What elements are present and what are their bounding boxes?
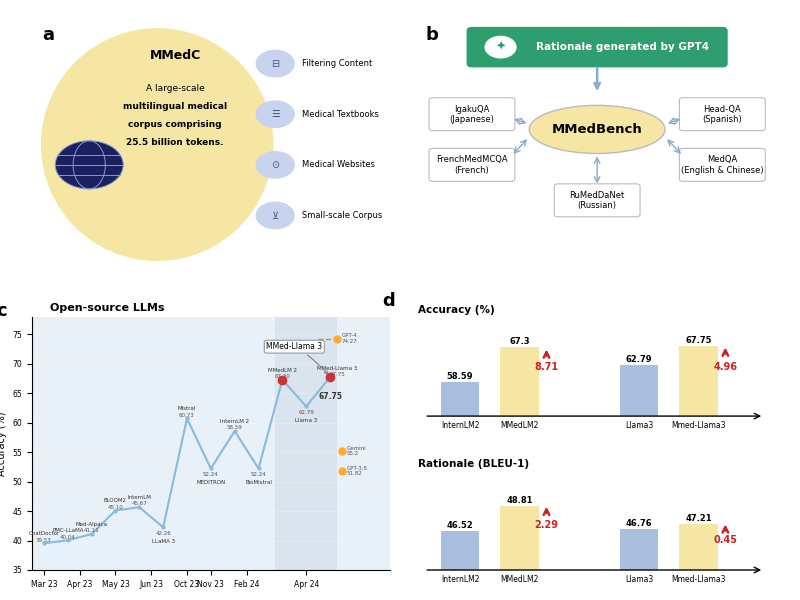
Text: Medical Textbooks: Medical Textbooks — [302, 110, 379, 119]
Text: 52.24: 52.24 — [203, 472, 218, 477]
Text: multilingual medical: multilingual medical — [123, 102, 227, 111]
FancyBboxPatch shape — [679, 148, 766, 181]
Text: Mistral: Mistral — [178, 406, 196, 412]
Text: IgakuQA
(Japanese): IgakuQA (Japanese) — [450, 104, 494, 124]
Text: ✦: ✦ — [495, 41, 506, 53]
Bar — [679, 346, 718, 600]
Text: ChatDoctor: ChatDoctor — [28, 531, 59, 536]
Text: PMC-LLaMA: PMC-LLaMA — [52, 528, 83, 533]
Bar — [619, 365, 658, 600]
Text: Small-scale Corpus: Small-scale Corpus — [302, 211, 382, 220]
FancyBboxPatch shape — [429, 98, 515, 131]
Text: GPT-4
74.27: GPT-4 74.27 — [342, 334, 358, 344]
Text: 67.75: 67.75 — [318, 392, 342, 401]
Ellipse shape — [529, 106, 665, 154]
Text: ⊙: ⊙ — [271, 160, 279, 170]
Text: 47.21: 47.21 — [685, 514, 712, 523]
Text: Llama 3: Llama 3 — [295, 418, 318, 423]
Text: RuMedDaNet
(Russian): RuMedDaNet (Russian) — [570, 191, 625, 210]
Text: InternLM 2: InternLM 2 — [220, 419, 250, 424]
Text: Accuracy (%): Accuracy (%) — [418, 305, 495, 314]
Text: Head-QA
(Spanish): Head-QA (Spanish) — [702, 104, 742, 124]
Text: Med-Alpaca: Med-Alpaca — [75, 522, 108, 527]
Text: a: a — [42, 26, 54, 44]
Text: 58.59: 58.59 — [227, 425, 242, 430]
FancyBboxPatch shape — [466, 27, 728, 67]
Bar — [441, 382, 479, 600]
Circle shape — [255, 50, 295, 77]
Text: ⊻: ⊻ — [272, 211, 278, 221]
Text: BLOOM2: BLOOM2 — [104, 499, 127, 503]
Text: 45.10: 45.10 — [107, 505, 123, 510]
Text: 67.3: 67.3 — [510, 337, 530, 346]
Text: 40.04: 40.04 — [60, 535, 76, 539]
Text: 67.75: 67.75 — [686, 335, 712, 344]
Bar — [500, 347, 539, 600]
Circle shape — [485, 36, 517, 59]
Text: FrenchMedMCQA
(French): FrenchMedMCQA (French) — [436, 155, 508, 175]
Text: 2.29: 2.29 — [534, 520, 558, 530]
Bar — [275, 317, 338, 570]
Text: 4.96: 4.96 — [714, 362, 738, 373]
Text: MedQA
(English & Chinese): MedQA (English & Chinese) — [681, 155, 764, 175]
Text: d: d — [382, 292, 395, 310]
Text: MMed-Llama 3: MMed-Llama 3 — [266, 342, 327, 374]
Y-axis label: Accuracy (%): Accuracy (%) — [0, 411, 7, 476]
FancyBboxPatch shape — [679, 98, 766, 131]
Circle shape — [255, 202, 295, 229]
Text: Rationale generated by GPT4: Rationale generated by GPT4 — [536, 42, 709, 52]
Text: 67.30: 67.30 — [274, 374, 290, 379]
Text: MMed-Llama 3: MMed-Llama 3 — [317, 366, 358, 371]
Text: b: b — [426, 26, 438, 44]
Text: 41.11: 41.11 — [84, 529, 99, 533]
Text: Filtering Content: Filtering Content — [302, 59, 372, 68]
Text: 8.71: 8.71 — [534, 362, 558, 373]
Text: corpus comprising: corpus comprising — [128, 120, 222, 129]
Text: 46.52: 46.52 — [446, 521, 474, 530]
Text: GPT-3.5
51.82: GPT-3.5 51.82 — [346, 466, 368, 476]
Text: Rationale (BLEU-1): Rationale (BLEU-1) — [418, 458, 530, 469]
Text: ☰: ☰ — [271, 109, 280, 119]
Text: Medical Websites: Medical Websites — [302, 160, 375, 169]
Text: Open-source LLMs: Open-source LLMs — [50, 303, 164, 313]
Text: 52.24: 52.24 — [250, 472, 266, 477]
Circle shape — [255, 151, 295, 179]
Text: MMedBench: MMedBench — [552, 123, 642, 136]
FancyBboxPatch shape — [429, 148, 515, 181]
Text: MEDITRON: MEDITRON — [196, 480, 226, 485]
Bar — [441, 531, 479, 600]
Text: 62.79: 62.79 — [298, 410, 314, 415]
Text: A large-scale: A large-scale — [146, 85, 205, 94]
Text: 25.5 billion tokens.: 25.5 billion tokens. — [126, 137, 224, 146]
FancyBboxPatch shape — [554, 184, 640, 217]
Text: ⊟: ⊟ — [271, 59, 279, 68]
Text: InternLM: InternLM — [127, 495, 151, 500]
Bar — [619, 529, 658, 600]
Text: BioMistral: BioMistral — [245, 480, 272, 485]
Text: 60.73: 60.73 — [179, 413, 195, 418]
Text: 46.76: 46.76 — [626, 518, 652, 527]
Text: LLaMA 3: LLaMA 3 — [151, 539, 174, 544]
Text: MMedC: MMedC — [150, 49, 201, 62]
Text: 62.79: 62.79 — [626, 355, 652, 364]
Text: MMedLM 2: MMedLM 2 — [268, 368, 297, 373]
Bar — [500, 506, 539, 600]
Text: 48.81: 48.81 — [506, 496, 533, 505]
Circle shape — [55, 141, 123, 189]
Text: 58.59: 58.59 — [446, 372, 474, 381]
Text: c: c — [0, 302, 7, 320]
Text: Gemini
55.2: Gemini 55.2 — [346, 446, 366, 457]
Text: 39.53: 39.53 — [36, 538, 52, 542]
Bar — [679, 524, 718, 600]
Ellipse shape — [41, 28, 274, 261]
Text: 45.67: 45.67 — [131, 502, 147, 506]
Text: 42.26: 42.26 — [155, 531, 171, 536]
Text: 67.75: 67.75 — [330, 372, 345, 377]
Text: 0.45: 0.45 — [714, 535, 738, 545]
Circle shape — [255, 100, 295, 128]
